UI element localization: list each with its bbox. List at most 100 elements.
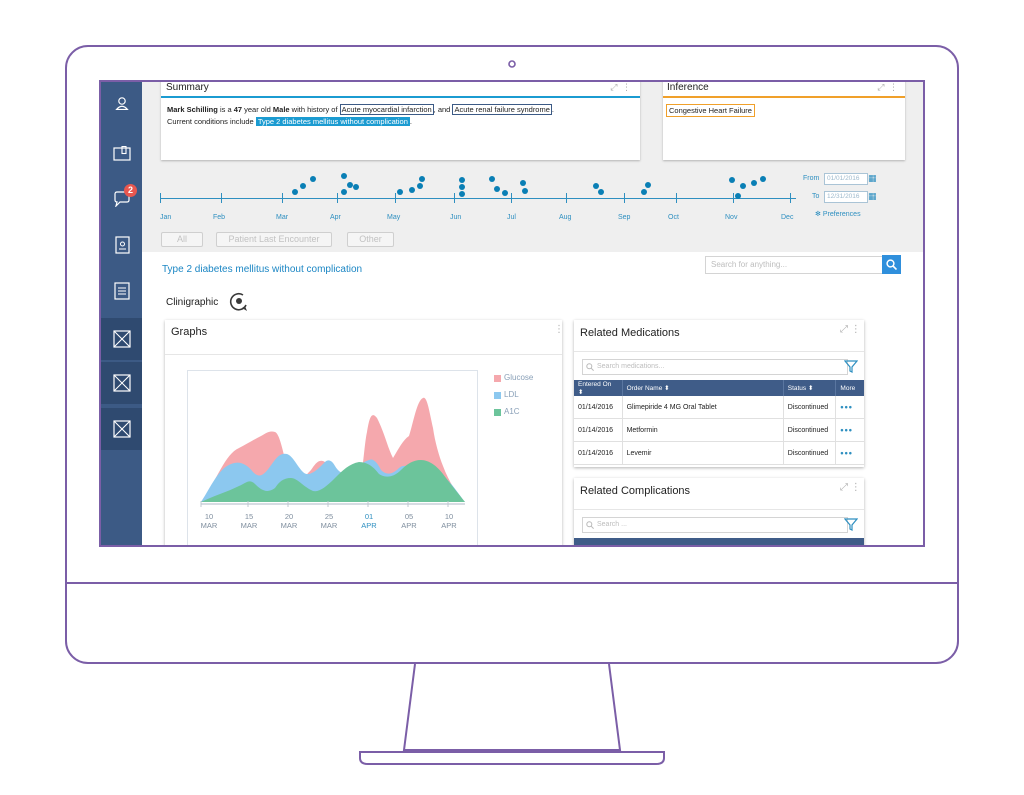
search-icon xyxy=(886,259,897,270)
column-header[interactable]: Order Name ⬍ xyxy=(622,380,784,396)
x-tick-label-selected[interactable]: 01 APR xyxy=(354,512,384,530)
x-tick-month: MAR xyxy=(280,521,298,530)
legend-swatch-glucose xyxy=(494,375,501,382)
timeline-event[interactable] xyxy=(502,190,508,196)
inference-accent-bar xyxy=(663,96,905,98)
filter-other-button[interactable]: Other xyxy=(347,232,394,247)
timeline-event[interactable] xyxy=(459,184,465,190)
x-tick-label: 05 APR xyxy=(394,512,424,530)
medications-title: Related Medications xyxy=(580,327,680,339)
timeline-event[interactable] xyxy=(760,176,766,182)
timeline-event[interactable] xyxy=(459,191,465,197)
refresh-icon[interactable] xyxy=(229,291,249,318)
timeline-event[interactable] xyxy=(292,189,298,195)
history-condition-tag[interactable]: Acute renal failure syndrome xyxy=(452,104,552,115)
patient-age: 47 xyxy=(233,105,243,114)
more-options-icon[interactable]: ••• xyxy=(840,448,853,458)
column-header[interactable]: Status ⬍ xyxy=(783,380,837,396)
timeline-event[interactable] xyxy=(645,182,651,188)
condition-title[interactable]: Type 2 diabetes mellitus without complic… xyxy=(162,264,363,275)
more-vert-icon[interactable]: ⋮ xyxy=(554,324,564,335)
timeline-event[interactable] xyxy=(641,189,647,195)
timeline-event[interactable] xyxy=(740,183,746,189)
filter-all-button[interactable]: All xyxy=(161,232,203,247)
global-search-input[interactable]: Search for anything... xyxy=(705,256,883,274)
summary-accent-bar xyxy=(161,96,640,98)
filter-icon[interactable] xyxy=(844,518,858,531)
timeline-event[interactable] xyxy=(417,183,423,189)
to-date-input[interactable]: 12/31/2016 xyxy=(824,191,868,203)
sidebar-item-placeholder-1[interactable] xyxy=(101,318,142,360)
legend-swatch-ldl xyxy=(494,392,501,399)
preferences-link[interactable]: ✻ Preferences xyxy=(815,210,861,218)
panel-divider xyxy=(574,509,864,510)
timeline-event[interactable] xyxy=(494,186,500,192)
timeline-event[interactable] xyxy=(341,173,347,179)
more-options-icon[interactable]: ••• xyxy=(840,402,853,412)
timeline-event[interactable] xyxy=(397,189,403,195)
complications-table-header xyxy=(574,538,864,545)
table-row[interactable]: 01/14/2016 Glimepiride 4 MG Oral Tablet … xyxy=(574,396,864,419)
timeline-event[interactable] xyxy=(353,184,359,190)
x-tick-day: 01 xyxy=(364,512,374,521)
history-condition-tag[interactable]: Acute myocardial infarction xyxy=(339,104,434,115)
timeline-event[interactable] xyxy=(729,177,735,183)
from-date-input[interactable]: 01/01/2016 xyxy=(824,173,868,185)
timeline-event[interactable] xyxy=(300,183,306,189)
table-row[interactable]: 01/14/2016 Levemir Discontinued ••• xyxy=(574,441,864,465)
sidebar-item-placeholder-3[interactable] xyxy=(101,408,142,450)
timeline-event[interactable] xyxy=(520,180,526,186)
gear-icon: ✻ xyxy=(815,211,821,218)
timeline-event[interactable] xyxy=(310,176,316,182)
x-tick-month: APR xyxy=(441,521,457,530)
current-condition-tag[interactable]: Type 2 diabetes mellitus without complic… xyxy=(255,117,410,126)
more-options-icon[interactable]: ••• xyxy=(840,425,853,435)
expand-icon[interactable]: ⤢ ⋮ xyxy=(877,82,899,92)
timeline-event[interactable] xyxy=(341,189,347,195)
inference-tag[interactable]: Congestive Heart Failure xyxy=(666,104,755,117)
legend-glucose[interactable]: Glucose xyxy=(504,373,534,382)
timeline-event[interactable] xyxy=(409,187,415,193)
complications-search-input[interactable]: Search ... xyxy=(582,517,848,533)
sidebar-item-documents[interactable] xyxy=(101,133,142,175)
column-header: More xyxy=(835,380,864,396)
legend-ldl[interactable]: LDL xyxy=(504,390,519,399)
summary-line-2: Current conditions include Type 2 diabet… xyxy=(167,116,412,128)
sidebar-item-placeholder-2[interactable] xyxy=(101,362,142,404)
expand-icon[interactable]: ⤢ ⋮ xyxy=(610,82,632,92)
filter-last-encounter-button[interactable]: Patient Last Encounter xyxy=(216,232,332,247)
timeline-event[interactable] xyxy=(489,176,495,182)
timeline-event[interactable] xyxy=(593,183,599,189)
medications-search-input[interactable]: Search medications... xyxy=(582,359,848,375)
sidebar-item-contacts[interactable] xyxy=(101,224,142,266)
sidebar-item-list[interactable] xyxy=(101,270,142,312)
filter-icon[interactable] xyxy=(844,360,858,373)
expand-icon[interactable]: ⤢ ⋮ xyxy=(840,324,861,335)
timeline-event[interactable] xyxy=(598,189,604,195)
legend-a1c[interactable]: A1C xyxy=(504,407,520,416)
summary-text: year old xyxy=(242,105,273,114)
timeline-event[interactable] xyxy=(459,177,465,183)
status-cell: Discontinued xyxy=(783,441,837,465)
timeline-event[interactable] xyxy=(419,176,425,182)
calendar-icon[interactable]: ▦ xyxy=(868,173,877,183)
document-icon xyxy=(112,146,131,161)
sidebar-item-messages[interactable]: 2 xyxy=(101,178,142,220)
calendar-icon[interactable]: ▦ xyxy=(868,191,877,201)
search-button[interactable] xyxy=(882,255,901,274)
timeline-event[interactable] xyxy=(522,188,528,194)
timeline-axis xyxy=(160,198,796,199)
timeline-event[interactable] xyxy=(735,193,741,199)
expand-icon[interactable]: ⤢ ⋮ xyxy=(840,482,861,493)
timeline-event[interactable] xyxy=(347,182,353,188)
x-tick-day: 15 xyxy=(244,512,254,521)
timeline-tick xyxy=(624,193,625,203)
timeline-event[interactable] xyxy=(751,180,757,186)
table-row[interactable]: 01/14/2016 Metformin Discontinued ••• xyxy=(574,418,864,442)
timeline-tick xyxy=(566,193,567,203)
graphs-title: Graphs xyxy=(171,326,208,338)
column-header[interactable]: Entered On ⬍ xyxy=(574,380,623,396)
sidebar-item-profile[interactable] xyxy=(101,82,142,124)
more-cell: ••• xyxy=(835,441,864,465)
order-name-cell: Metformin xyxy=(622,418,784,442)
